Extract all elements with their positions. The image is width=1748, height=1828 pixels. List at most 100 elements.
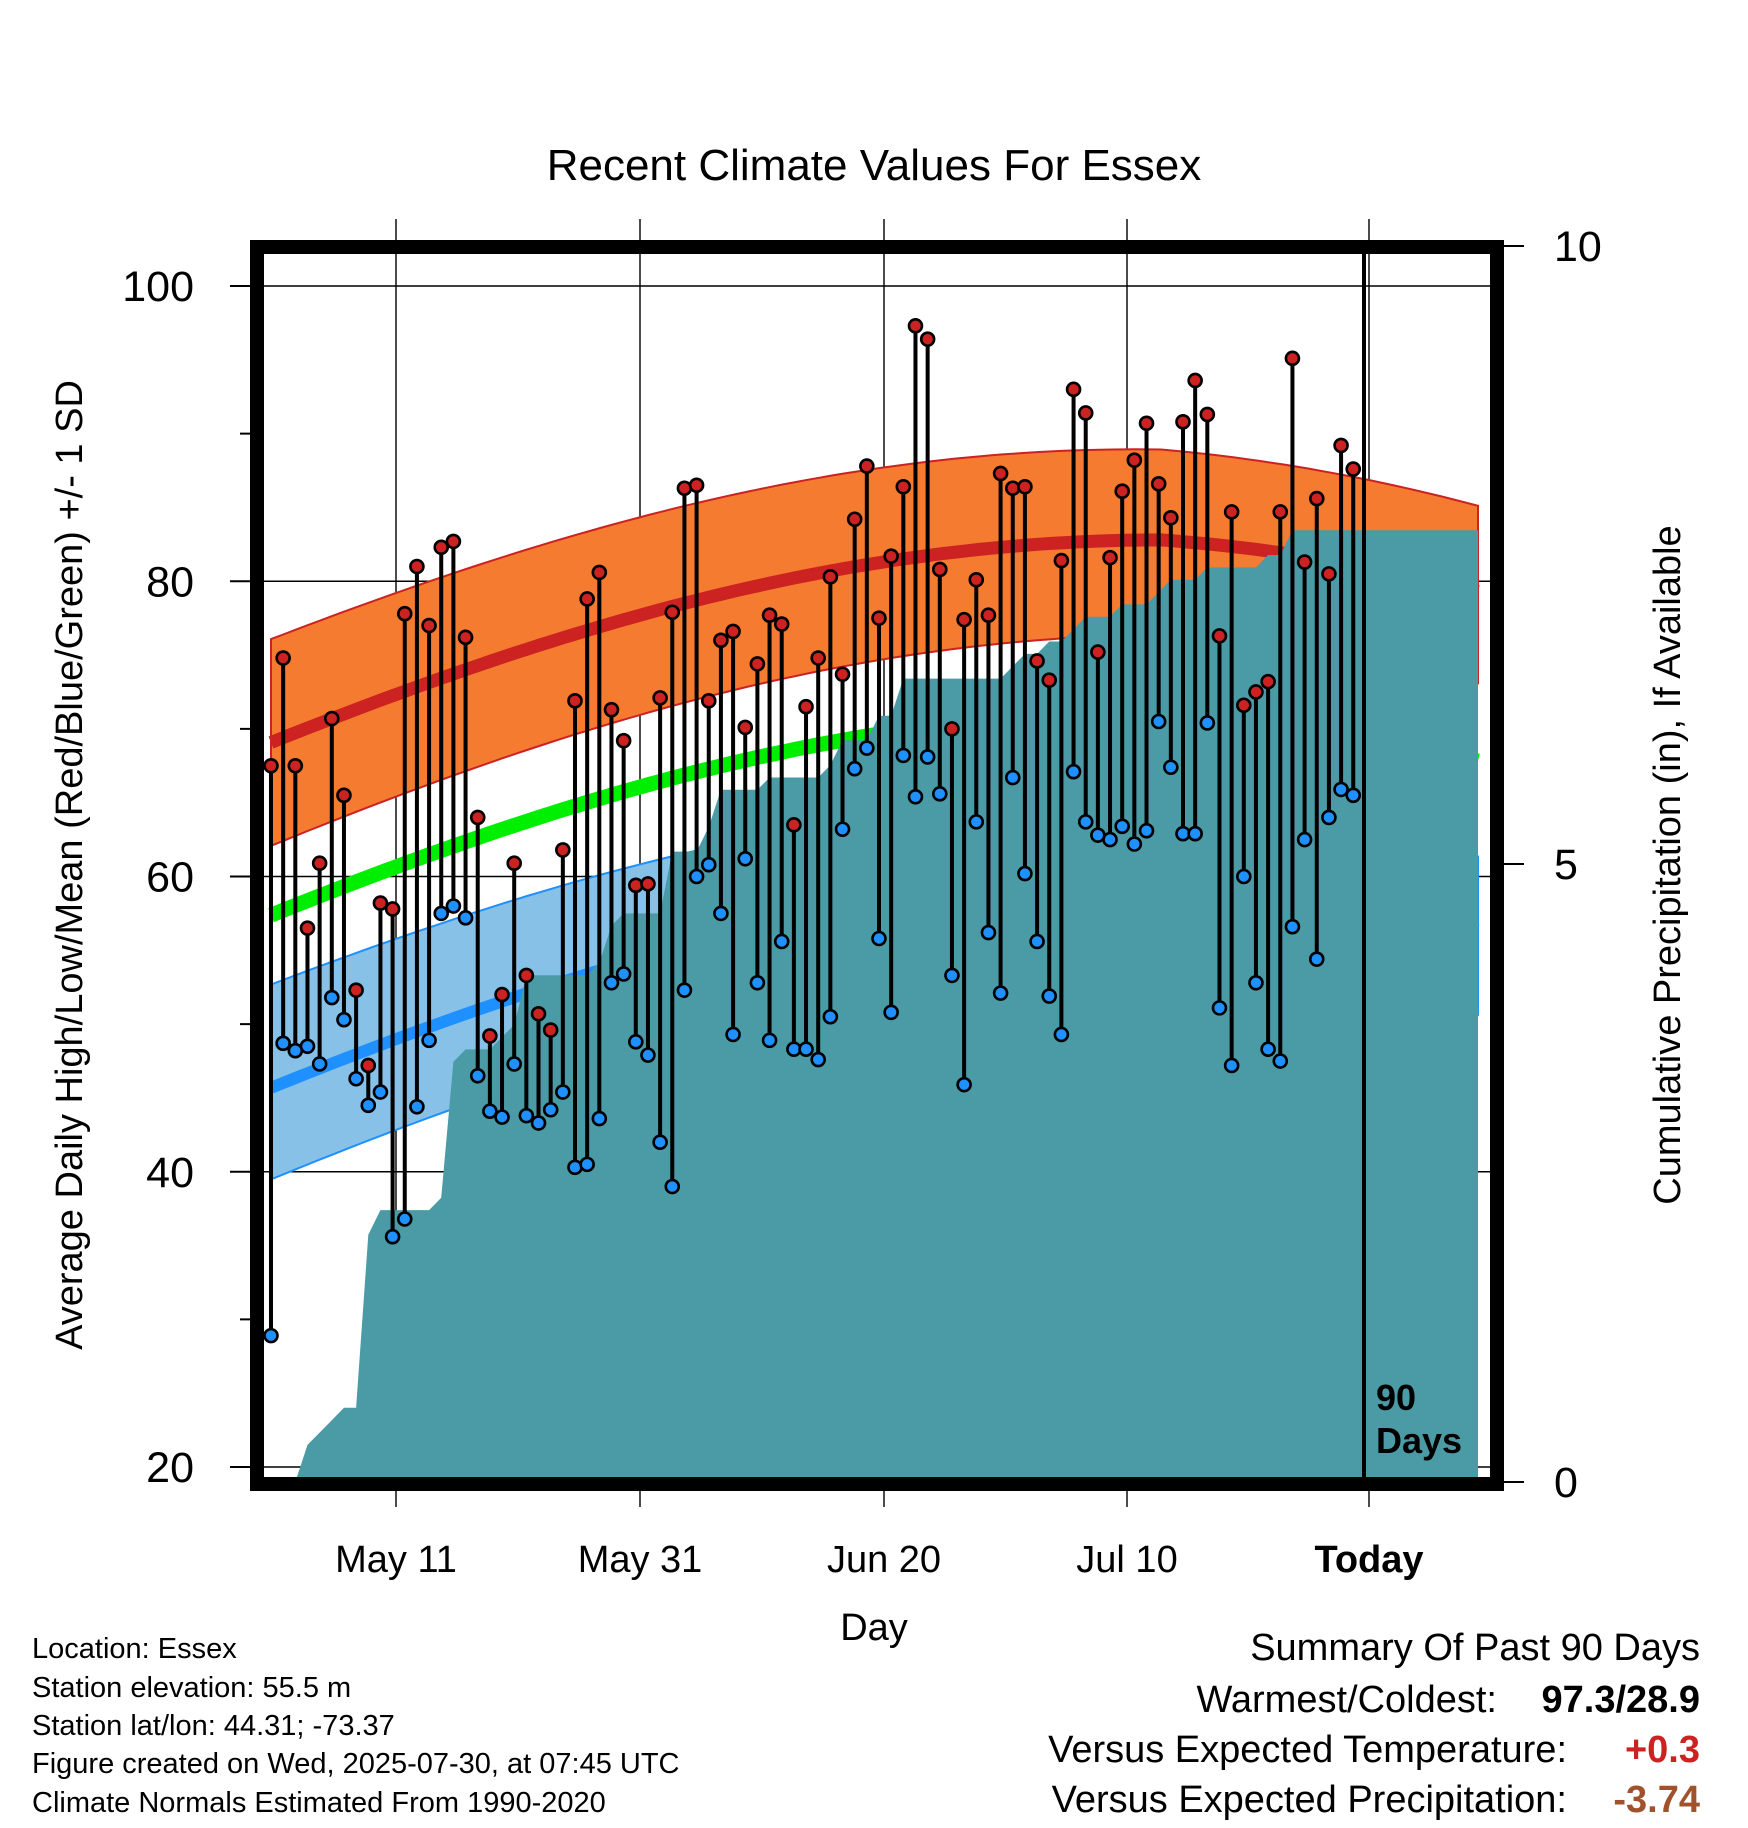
y-tick-60: 60 <box>146 854 194 902</box>
high-point <box>336 787 352 804</box>
high-point <box>810 650 827 666</box>
low-point <box>1150 713 1167 730</box>
low-point <box>773 933 790 950</box>
high-point <box>773 616 790 632</box>
summary-precip-value: -3.74 <box>1613 1779 1700 1821</box>
low-point <box>482 1103 498 1120</box>
low-point <box>1053 1026 1070 1043</box>
high-point <box>944 721 960 737</box>
low-point <box>1163 759 1179 776</box>
low-point <box>871 930 887 947</box>
info-elevation: Station elevation: 55.5 m <box>32 1672 351 1704</box>
chart-title: Recent Climate Values For Essex <box>547 141 1202 190</box>
low-point <box>664 1178 681 1195</box>
low-point <box>688 868 705 885</box>
daily-bars <box>263 318 1362 1344</box>
low-point <box>421 1032 437 1049</box>
high-point <box>372 895 389 911</box>
high-point <box>1321 566 1337 582</box>
x-tick-jun20: Jun 20 <box>827 1539 941 1581</box>
high-point <box>786 817 802 833</box>
low-point <box>700 856 717 873</box>
x-tick-today: Today <box>1314 1539 1423 1581</box>
high-point <box>591 564 608 581</box>
low-point <box>457 910 474 926</box>
low-point <box>1321 809 1337 826</box>
low-point <box>834 821 851 838</box>
high-point <box>640 876 656 892</box>
high-point <box>1126 452 1143 468</box>
y2-axis-label: Cumulative Precipitation (in), If Availa… <box>1647 525 1689 1204</box>
high-point <box>834 666 851 683</box>
x-tick-may31: May 31 <box>578 1539 703 1581</box>
low-point <box>810 1051 827 1068</box>
y-tick-20: 20 <box>146 1444 194 1492</box>
today-days-line-1: 90 <box>1376 1377 1416 1418</box>
high-point <box>457 629 474 646</box>
low-point <box>615 966 632 982</box>
low-point <box>725 1026 741 1043</box>
low-point <box>713 905 729 922</box>
low-point <box>1004 769 1021 786</box>
high-point <box>737 719 754 736</box>
low-point <box>919 749 936 765</box>
x-tick-may11: May 11 <box>335 1539 457 1581</box>
high-point <box>1138 415 1155 432</box>
low-point <box>1017 865 1033 882</box>
info-latlon: Station lat/lon: 44.31; -73.37 <box>32 1710 395 1742</box>
low-point <box>396 1211 413 1227</box>
y2-tick-5: 5 <box>1554 841 1578 889</box>
high-point <box>761 607 778 624</box>
low-point <box>1029 933 1045 950</box>
high-point <box>798 698 814 715</box>
high-point <box>445 533 462 550</box>
high-point <box>652 690 668 706</box>
low-point <box>299 1038 316 1055</box>
low-point <box>1308 951 1325 967</box>
low-point <box>1284 918 1301 935</box>
high-point <box>275 650 291 666</box>
low-point <box>506 1056 523 1072</box>
low-point <box>579 1156 595 1173</box>
high-normal-line <box>268 533 1480 749</box>
high-point <box>567 693 583 709</box>
high-point <box>992 465 1009 482</box>
low-point <box>968 814 985 830</box>
high-point <box>883 548 899 564</box>
info-normals: Climate Normals Estimated From 1990-2020 <box>32 1787 606 1819</box>
low-point <box>822 1008 839 1025</box>
low-point <box>445 898 462 914</box>
low-point <box>1248 974 1264 991</box>
low-point <box>1126 836 1143 852</box>
high-point <box>871 610 887 626</box>
low-point <box>1236 868 1252 885</box>
today-days-label: 90 Days <box>1376 1377 1462 1461</box>
high-point <box>1017 478 1033 495</box>
low-point <box>1260 1041 1276 1058</box>
high-point <box>518 967 535 984</box>
low-point <box>992 985 1009 1001</box>
low-point <box>761 1032 778 1049</box>
low-point <box>1138 822 1155 839</box>
high-point <box>931 561 948 578</box>
low-point <box>859 740 875 756</box>
low-point <box>1345 787 1362 804</box>
high-point <box>1296 554 1313 570</box>
high-point <box>287 757 304 774</box>
low-point <box>263 1327 279 1344</box>
high-point <box>846 511 863 528</box>
high-point <box>1029 653 1045 669</box>
high-point <box>1284 350 1301 367</box>
summary-temp-label: Versus Expected Temperature: <box>1048 1729 1567 1771</box>
high-point <box>688 477 705 494</box>
low-point <box>1187 825 1203 842</box>
high-point <box>360 1057 377 1074</box>
high-point <box>956 611 972 628</box>
high-point <box>1053 552 1070 569</box>
high-point <box>907 318 924 334</box>
summary-warm-cold-value: 97.3/28.9 <box>1542 1679 1700 1721</box>
low-point <box>469 1067 486 1084</box>
low-point <box>360 1097 377 1114</box>
high-point <box>713 632 729 649</box>
high-point <box>1187 372 1203 389</box>
